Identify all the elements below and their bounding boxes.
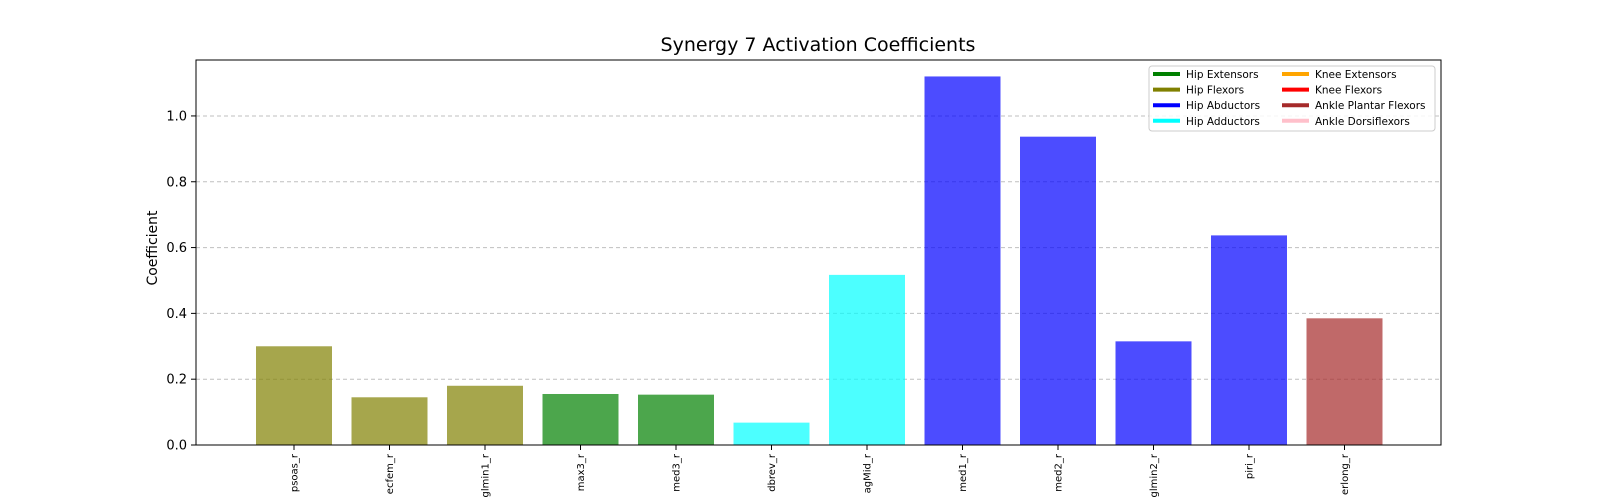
x-tick-label: erlong_r (1340, 453, 1351, 495)
y-tick-label: 0.6 (166, 241, 187, 256)
x-tick-label: med2_r (1054, 453, 1065, 492)
legend-label: Hip Abductors (1186, 100, 1260, 112)
legend-box (1148, 65, 1436, 132)
bar (733, 422, 810, 445)
bar (829, 274, 905, 445)
legend-label: Hip Extensors (1186, 69, 1259, 81)
legend-label: Ankle Dorsiflexors (1315, 116, 1410, 128)
x-tick-label: med1_r (958, 453, 969, 492)
x-ticks: psoas_r ecfem_r glmin1_r max3_r med3_r dbrev_… (290, 445, 1351, 497)
y-axis-label: Coefficient (145, 210, 161, 286)
bar (447, 385, 523, 445)
x-tick-label: med3_r (672, 453, 683, 492)
bar (1211, 235, 1287, 445)
legend: Hip Extensors Hip Flexors Hip Abductors Hip… (1148, 65, 1436, 132)
bar (638, 394, 714, 445)
bar (924, 76, 1001, 445)
x-tick-label: max3_r (576, 453, 587, 491)
x-tick-label: dbrev_r (767, 453, 778, 492)
x-tick-label: glmin1_r (481, 453, 492, 497)
bar (256, 346, 332, 445)
chart-title: Synergy 7 Activation Coefficients (661, 34, 976, 56)
y-ticks: 0.0 0.2 0.4 0.6 0.8 1.0 (166, 109, 196, 454)
y-tick-label: 1.0 (166, 109, 187, 124)
y-tick-label: 0.2 (166, 373, 187, 388)
legend-label: Hip Flexors (1186, 85, 1244, 97)
x-tick-label: glmin2_r (1149, 453, 1160, 497)
legend-label: Knee Flexors (1315, 85, 1382, 97)
bars (256, 76, 1383, 445)
x-tick-label: agMid_r (863, 453, 874, 493)
plot-frame (195, 59, 1442, 446)
y-tick-label: 0.8 (166, 175, 187, 190)
x-tick-label: psoas_r (290, 453, 301, 492)
x-tick-label: ecfem_r (385, 453, 396, 494)
legend-label: Knee Extensors (1315, 69, 1397, 81)
legend-label: Hip Adductors (1186, 116, 1260, 128)
bar (351, 397, 428, 445)
y-tick-label: 0.0 (166, 439, 187, 454)
bar (1115, 341, 1192, 445)
y-tick-label: 0.4 (166, 307, 187, 322)
bar (1020, 136, 1096, 445)
legend-label: Ankle Plantar Flexors (1315, 100, 1426, 112)
x-tick-label: piri_r (1245, 453, 1256, 479)
bar (1306, 318, 1383, 445)
bar (542, 393, 619, 445)
